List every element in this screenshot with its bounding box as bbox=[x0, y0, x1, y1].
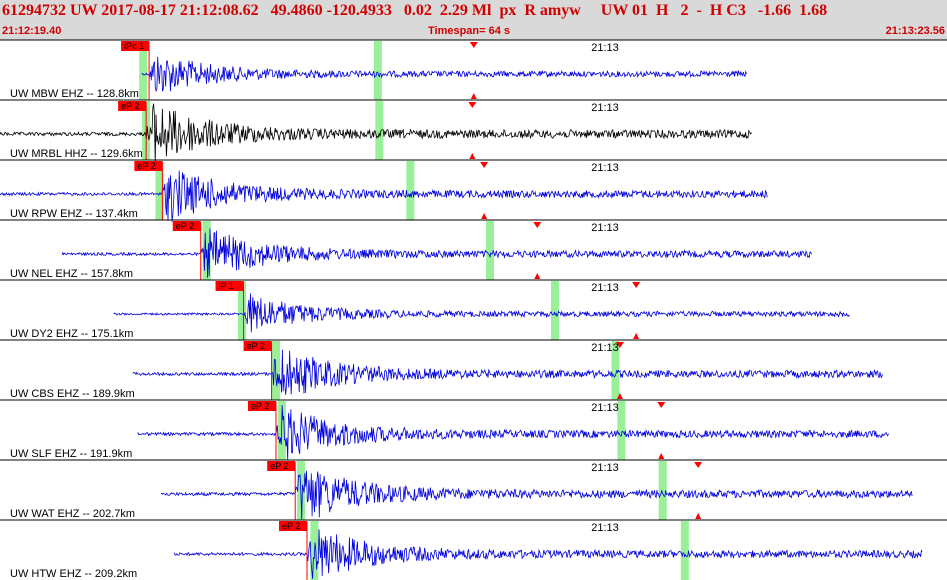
phase-pick-flag bbox=[118, 101, 147, 111]
seismic-trace bbox=[0, 103, 752, 165]
predicted-arrival-marker bbox=[615, 342, 624, 348]
phase-pick-flag bbox=[243, 341, 272, 351]
phase-pick-label: eP 2 bbox=[282, 521, 300, 531]
seismic-trace bbox=[132, 349, 883, 395]
phase-pick-flag bbox=[279, 521, 308, 531]
phase-pick-label: eP 2 bbox=[270, 461, 288, 471]
predicted-arrival-marker bbox=[469, 42, 478, 48]
phase-pick-flag bbox=[248, 401, 277, 411]
predicted-arrival-marker bbox=[533, 222, 542, 228]
green-time-marker bbox=[375, 101, 384, 160]
minute-tick-label: 21:13 bbox=[591, 522, 619, 534]
seismic-trace bbox=[137, 404, 889, 461]
predicted-arrival-marker bbox=[470, 93, 477, 99]
seismic-trace bbox=[0, 170, 768, 222]
window-start-time: 21:12:19.40 bbox=[2, 25, 62, 37]
minute-tick-label: 21:13 bbox=[591, 42, 619, 54]
seismic-trace bbox=[173, 529, 923, 579]
green-time-marker bbox=[680, 521, 689, 580]
phase-pick-flag bbox=[121, 41, 150, 51]
seismic-trace bbox=[141, 56, 747, 93]
event-summary-title: 61294732 UW 2017-08-17 21:12:08.62 49.48… bbox=[2, 2, 828, 19]
phase-pick-label: eP 2 bbox=[137, 161, 155, 171]
predicted-arrival-marker bbox=[469, 153, 476, 159]
phase-pick-flag bbox=[267, 461, 296, 471]
predicted-arrival-marker bbox=[616, 393, 623, 399]
seismic-trace bbox=[61, 228, 812, 278]
phase-pick-flag bbox=[134, 161, 163, 171]
green-time-marker bbox=[373, 41, 382, 100]
green-time-marker bbox=[617, 401, 626, 460]
station-label: UW RPW EHZ -- 137.4km bbox=[10, 208, 138, 220]
seismic-trace bbox=[160, 470, 913, 520]
minute-tick-label: 21:13 bbox=[591, 402, 619, 414]
minute-tick-label: 21:13 bbox=[591, 462, 619, 474]
phase-pick-label: eP 2 bbox=[176, 221, 194, 231]
predicted-arrival-marker bbox=[632, 282, 641, 288]
station-label: UW SLF EHZ -- 191.9km bbox=[10, 448, 132, 460]
phase-pick-flag bbox=[172, 221, 201, 231]
predicted-arrival-marker bbox=[468, 102, 477, 108]
phase-pick-label: eP 2 bbox=[251, 401, 269, 411]
station-label: UW MRBL HHZ -- 129.6km bbox=[10, 148, 143, 160]
green-time-marker bbox=[486, 221, 495, 280]
green-time-marker bbox=[238, 281, 247, 340]
station-label: UW WAT EHZ -- 202.7km bbox=[10, 508, 135, 520]
minute-tick-label: 21:13 bbox=[591, 102, 619, 114]
window-end-time: 21:13:23.56 bbox=[885, 25, 945, 37]
station-label: UW NEL EHZ -- 157.8km bbox=[10, 268, 133, 280]
green-time-marker bbox=[550, 281, 559, 340]
predicted-arrival-marker bbox=[480, 162, 489, 168]
station-label: UW MBW EHZ -- 128.8km bbox=[10, 88, 139, 100]
predicted-arrival-marker bbox=[694, 462, 703, 468]
phase-pick-label: eP 2 bbox=[247, 341, 265, 351]
minute-tick-label: 21:13 bbox=[591, 282, 619, 294]
predicted-arrival-marker bbox=[481, 213, 488, 219]
predicted-arrival-marker bbox=[534, 273, 541, 279]
predicted-arrival-marker bbox=[695, 513, 702, 519]
station-label: UW HTW EHZ -- 209.2km bbox=[10, 568, 137, 580]
phase-pick-label: iP 1 bbox=[219, 281, 234, 291]
green-time-marker bbox=[139, 41, 148, 100]
phase-pick-label: iPc 1 bbox=[124, 41, 144, 51]
timespan-label: Timespan= 64 s bbox=[428, 25, 511, 37]
seismic-trace bbox=[113, 293, 850, 333]
minute-tick-label: 21:13 bbox=[591, 162, 619, 174]
predicted-arrival-marker bbox=[633, 333, 640, 339]
station-label: UW DY2 EHZ -- 175.1km bbox=[10, 328, 133, 340]
predicted-arrival-marker bbox=[657, 402, 666, 408]
phase-pick-flag bbox=[215, 281, 244, 291]
phase-pick-label: eP 2 bbox=[121, 101, 139, 111]
predicted-arrival-marker bbox=[658, 453, 665, 459]
minute-tick-label: 21:13 bbox=[591, 222, 619, 234]
green-time-marker bbox=[155, 161, 164, 220]
green-time-marker bbox=[611, 341, 620, 400]
green-time-marker bbox=[658, 461, 667, 520]
minute-tick-label: 21:13 bbox=[591, 342, 619, 354]
green-time-marker bbox=[406, 161, 415, 220]
station-label: UW CBS EHZ -- 189.9km bbox=[10, 388, 135, 400]
event-header: 61294732 UW 2017-08-17 21:12:08.62 49.48… bbox=[0, 0, 947, 40]
